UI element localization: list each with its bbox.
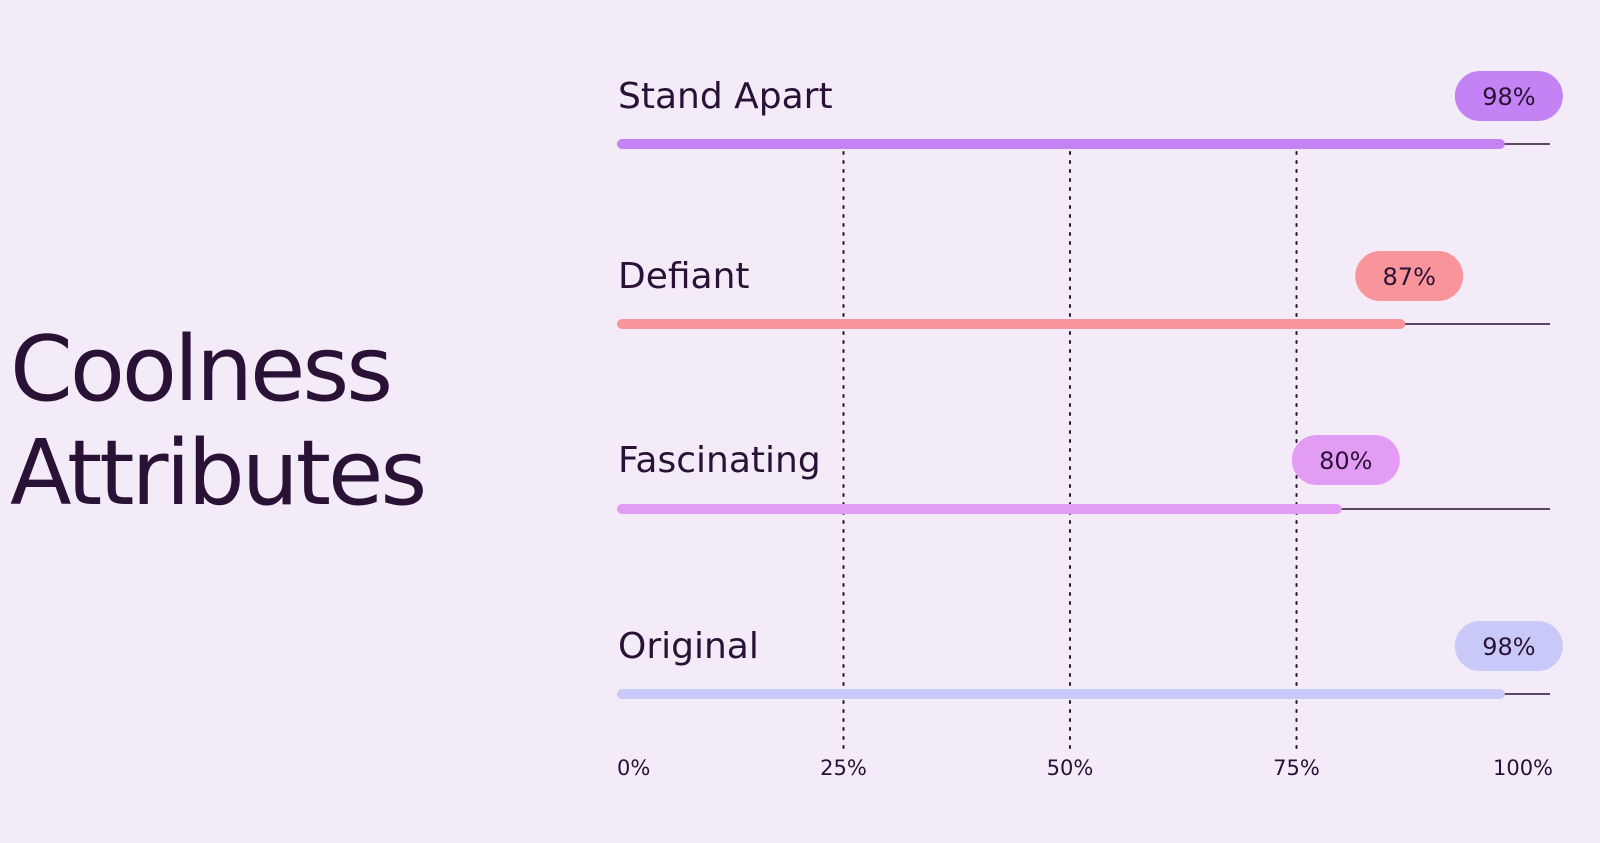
- category-label-2: Defiant: [618, 256, 750, 297]
- x-tick-label-50: 50%: [1047, 756, 1094, 780]
- value-label-2: 87%: [1383, 263, 1436, 291]
- bar-3: [617, 504, 1342, 514]
- value-pill-1: [1454, 71, 1563, 121]
- value-pill-4: [1454, 621, 1563, 671]
- chart-title: Coolness Attributes: [10, 317, 427, 526]
- chart-title-line-2: Attributes: [10, 421, 427, 526]
- x-tick-label-0: 0%: [617, 756, 650, 780]
- value-label-4: 98%: [1482, 633, 1535, 661]
- category-label-4: Original: [618, 626, 759, 667]
- x-tick-label-100: 100%: [1493, 756, 1553, 780]
- value-pill-3: [1291, 435, 1400, 485]
- category-label-3: Fascinating: [618, 440, 821, 481]
- bar-2: [617, 319, 1406, 329]
- value-pill-2: [1355, 251, 1464, 301]
- x-tick-label-75: 75%: [1273, 756, 1320, 780]
- value-label-3: 80%: [1319, 447, 1372, 475]
- bar-4: [617, 689, 1505, 699]
- category-label-1: Stand Apart: [618, 76, 833, 117]
- chart-title-line-1: Coolness: [10, 317, 393, 422]
- value-label-1: 98%: [1482, 83, 1535, 111]
- bar-1: [617, 139, 1505, 149]
- x-tick-label-25: 25%: [820, 756, 867, 780]
